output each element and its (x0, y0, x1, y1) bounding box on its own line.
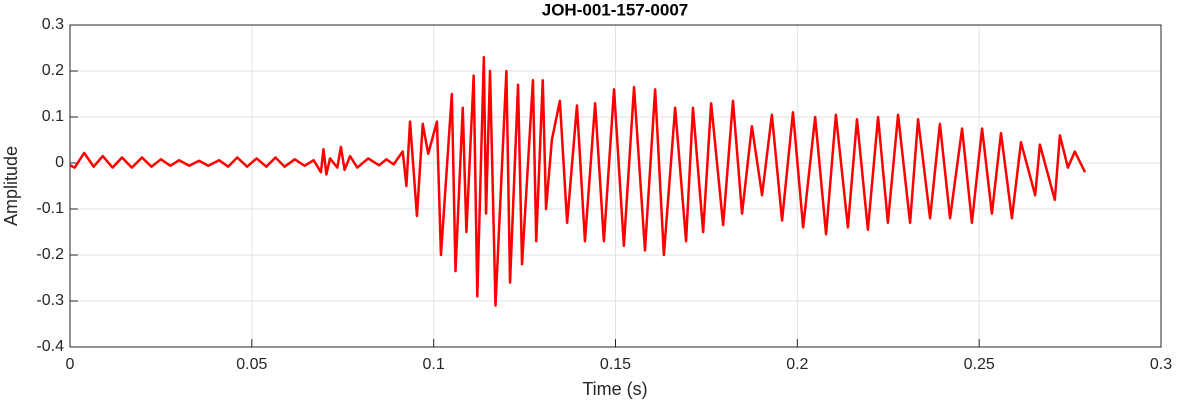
x-tick-label: 0.15 (600, 356, 631, 373)
y-tick-label: 0.2 (42, 62, 64, 79)
x-axis-label: Time (s) (582, 379, 647, 399)
x-tick-label: 0 (66, 356, 75, 373)
y-tick-label: -0.4 (36, 338, 64, 355)
x-tick-label: 0.25 (964, 356, 995, 373)
waveform-line (69, 55, 1087, 307)
x-tick-label: 0.05 (236, 356, 267, 373)
y-tick-label: -0.1 (36, 200, 64, 217)
chart-title: JOH-001-157-0007 (542, 0, 688, 19)
y-tick-label: -0.3 (36, 292, 64, 309)
y-tick-label: 0.1 (42, 108, 64, 125)
plot-frame (69, 24, 1162, 348)
x-tick-label: 0.3 (1150, 356, 1172, 373)
y-tick-label: -0.2 (36, 246, 64, 263)
y-tick-label: 0.3 (42, 16, 64, 33)
x-tick-label: 0.1 (423, 356, 445, 373)
y-axis-label: Amplitude (1, 146, 21, 226)
y-tick-label: 0 (55, 154, 64, 171)
x-tick-label: 0.2 (786, 356, 808, 373)
